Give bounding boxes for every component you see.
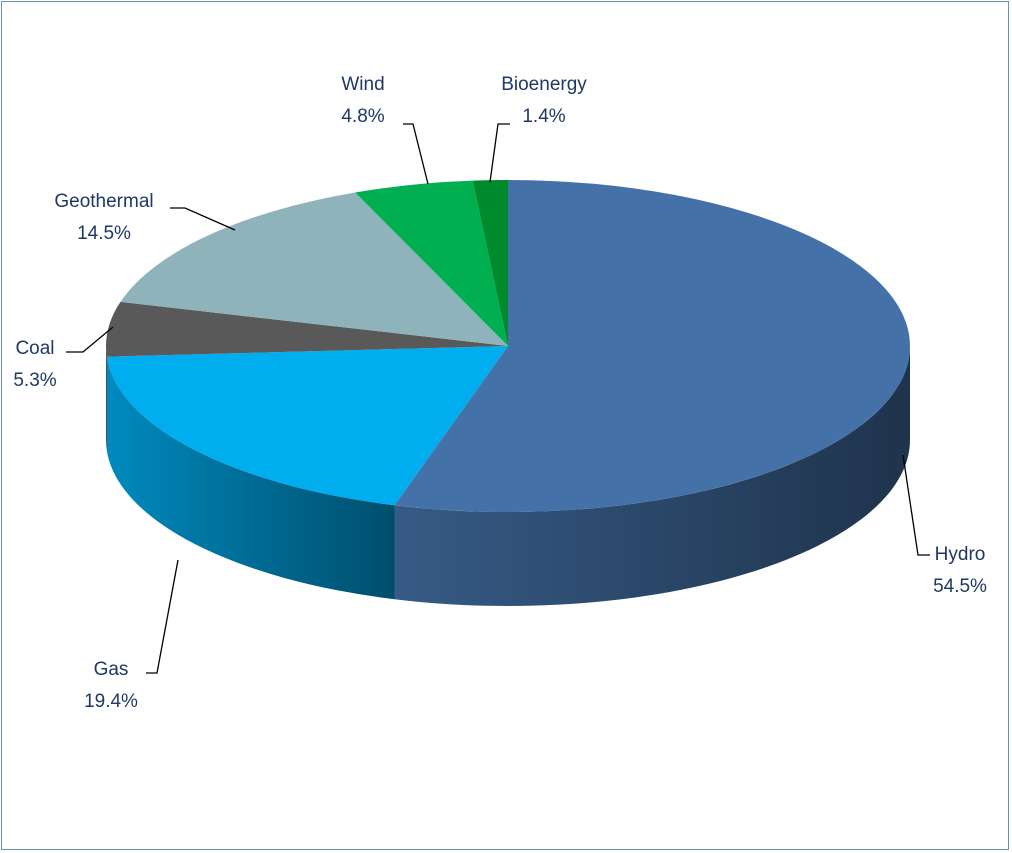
label-coal: Coal [15, 338, 54, 359]
leader-line-bioenergy [489, 123, 510, 183]
pie-slice-wind [355, 180, 508, 346]
leader-line-gas [146, 559, 179, 674]
label-geothermal: Geothermal [54, 191, 153, 212]
data-labels: Hydro 54.5% Gas 19.4% Coal 5.3% Geothermal 14.5… [13, 74, 987, 712]
label-hydro: Hydro [935, 544, 986, 565]
percent-geothermal: 14.5% [77, 223, 131, 244]
pie-top [106, 180, 911, 512]
percent-bioenergy: 1.4% [522, 106, 565, 127]
percent-wind: 4.8% [341, 106, 384, 127]
pie-slice-geothermal [120, 192, 508, 346]
pie-slice-coal [106, 301, 509, 357]
leader-line-hydro [902, 454, 930, 556]
pie-side-coal [106, 346, 107, 451]
leader-line-geothermal [170, 207, 236, 231]
pie-side-hydro [394, 346, 911, 606]
pie-sides [106, 346, 911, 606]
pie-side-gas [106, 356, 395, 600]
label-bioenergy: Bioenergy [501, 74, 587, 95]
pie-slice-hydro [394, 180, 911, 512]
leader-line-wind [403, 123, 429, 185]
pie-slice-bioenergy [472, 180, 508, 346]
percent-coal: 5.3% [13, 370, 56, 391]
pie-slice-gas [106, 346, 508, 506]
label-gas: Gas [94, 659, 129, 680]
percent-hydro: 54.5% [933, 576, 987, 597]
label-wind: Wind [341, 74, 384, 95]
percent-gas: 19.4% [84, 691, 138, 712]
leader-line-coal [66, 326, 114, 353]
